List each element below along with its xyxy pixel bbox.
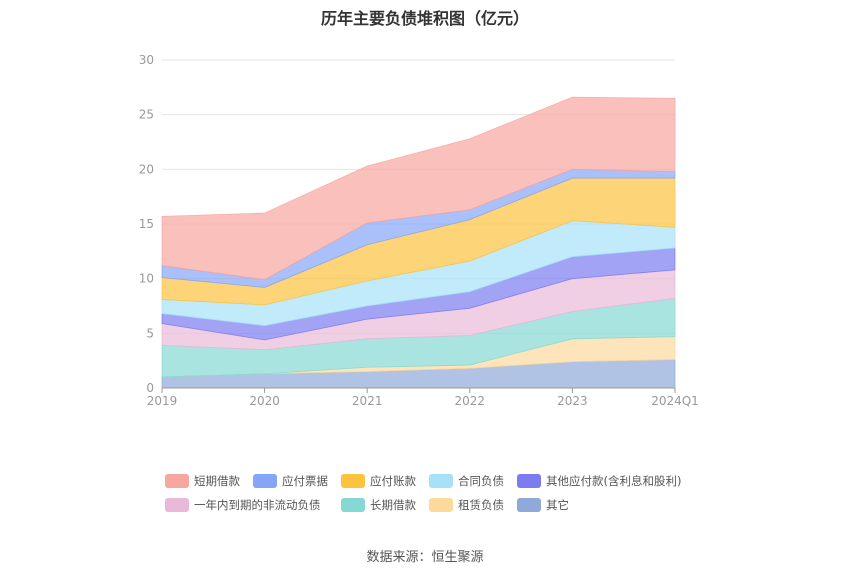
legend-swatch xyxy=(429,474,453,488)
legend-label: 应付账款 xyxy=(370,474,416,488)
legend-label: 合同负债 xyxy=(458,474,504,488)
legend-item[interactable]: 合同负债 xyxy=(429,474,504,488)
legend-item[interactable]: 其它 xyxy=(517,498,569,512)
legend-item[interactable]: 其他应付款(含利息和股利) xyxy=(517,474,681,488)
legend-swatch xyxy=(429,498,453,512)
legend-label: 其他应付款(含利息和股利) xyxy=(546,474,681,488)
y-tick-label: 30 xyxy=(139,53,154,67)
y-tick-label: 5 xyxy=(146,326,154,340)
legend-label: 短期借款 xyxy=(194,474,240,488)
x-tick-label: 2020 xyxy=(249,394,280,408)
legend-swatch xyxy=(517,474,541,488)
chart-title: 历年主要负债堆积图（亿元） xyxy=(320,9,529,28)
area-series xyxy=(161,96,676,389)
x-tick-label: 2024Q1 xyxy=(651,394,699,408)
legend-item[interactable]: 短期借款 xyxy=(165,474,240,488)
legend-item[interactable]: 租赁负债 xyxy=(429,498,504,512)
y-tick-label: 15 xyxy=(139,217,154,231)
legend-swatch xyxy=(341,498,365,512)
y-tick-label: 25 xyxy=(139,108,154,122)
legend-item[interactable]: 一年内到期的非流动负债 xyxy=(165,498,321,512)
legend-item[interactable]: 长期借款 xyxy=(341,498,416,512)
legend-label: 一年内到期的非流动负债 xyxy=(194,498,321,512)
data-source: 数据来源：恒生聚源 xyxy=(366,550,484,565)
x-tick-label: 2023 xyxy=(557,394,588,408)
legend-label: 租赁负债 xyxy=(458,498,504,512)
legend-swatch xyxy=(253,474,277,488)
legend-swatch xyxy=(517,498,541,512)
area-series-8[interactable] xyxy=(161,96,676,281)
legend-swatch xyxy=(165,498,189,512)
y-tick-label: 20 xyxy=(139,162,154,176)
x-tick-label: 2022 xyxy=(455,394,486,408)
y-tick-label: 10 xyxy=(139,272,154,286)
legend-swatch xyxy=(341,474,365,488)
axes: 0 5 10 15 20 25 30 2019 2020 2021 2022 2023 2024Q1 xyxy=(139,53,699,408)
x-tick-label: 2019 xyxy=(147,394,178,408)
legend: 短期借款 应付票据 应付账款 合同负债 其他应付款(含利息和股利) 一年内到期的非流动负债… xyxy=(165,474,681,512)
x-tick-label: 2021 xyxy=(352,394,383,408)
legend-swatch xyxy=(165,474,189,488)
legend-label: 应付票据 xyxy=(282,474,328,488)
legend-item[interactable]: 应付票据 xyxy=(253,474,328,488)
legend-label: 长期借款 xyxy=(370,498,416,512)
y-tick-label: 0 xyxy=(146,381,154,395)
legend-label: 其它 xyxy=(546,498,569,512)
legend-item[interactable]: 应付账款 xyxy=(341,474,416,488)
